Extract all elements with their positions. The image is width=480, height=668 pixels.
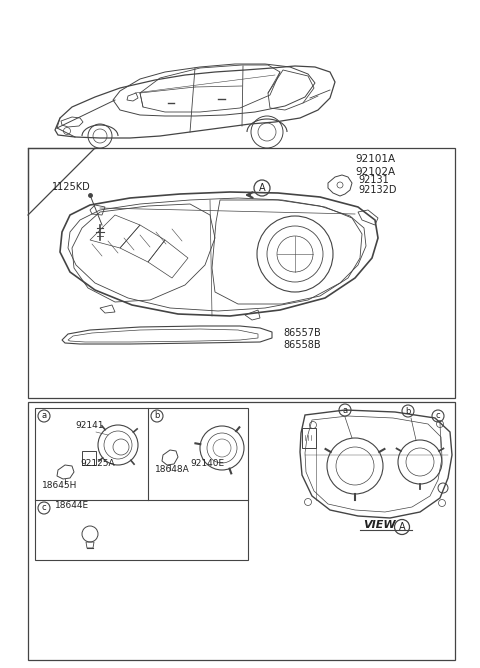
Text: 92132D: 92132D — [358, 185, 396, 195]
Bar — [82, 451, 96, 465]
Text: 92131: 92131 — [358, 175, 389, 185]
Text: b: b — [405, 407, 411, 415]
Text: 92101A: 92101A — [355, 154, 395, 164]
Text: A: A — [399, 522, 405, 532]
Text: 1125KD: 1125KD — [52, 182, 91, 192]
Text: c: c — [436, 411, 440, 420]
Text: 92140E: 92140E — [190, 459, 224, 468]
Text: 86557B: 86557B — [283, 328, 321, 338]
Text: 18648A: 18648A — [155, 465, 190, 474]
Text: b: b — [154, 411, 160, 420]
Text: 92125A: 92125A — [80, 459, 115, 468]
Text: 92102A: 92102A — [355, 167, 395, 177]
Text: A: A — [259, 183, 265, 193]
Text: a: a — [342, 405, 348, 415]
Bar — [302, 428, 316, 448]
Text: 86558B: 86558B — [283, 340, 321, 350]
Text: a: a — [41, 411, 47, 420]
Text: 18645H: 18645H — [42, 481, 77, 490]
Text: 18644E: 18644E — [55, 501, 89, 510]
Bar — [28, 148, 455, 398]
Text: c: c — [42, 504, 46, 512]
Bar — [35, 408, 248, 560]
Text: VIEW: VIEW — [363, 520, 396, 530]
Bar — [28, 402, 455, 660]
Text: 92141: 92141 — [75, 421, 104, 430]
